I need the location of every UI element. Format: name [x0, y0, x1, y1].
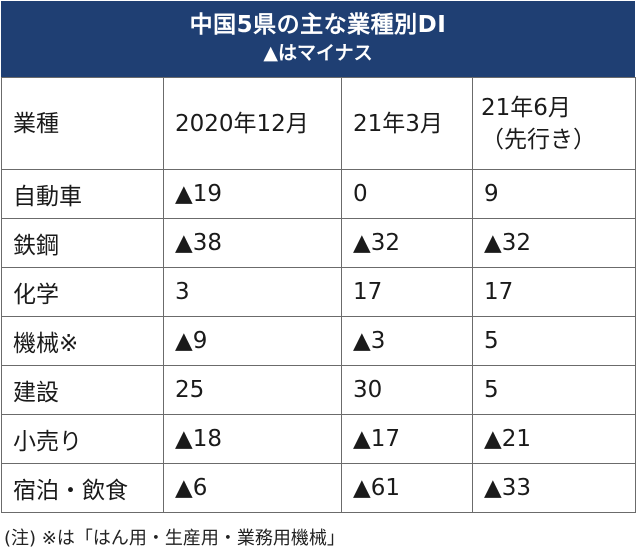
value-cell: 3: [163, 267, 342, 317]
value-cell: ▲38: [163, 218, 342, 268]
value-cell: 5: [472, 316, 636, 366]
table-title: 中国5県の主な業種別DI: [189, 12, 447, 38]
industry-cell: 自動車: [1, 169, 164, 219]
value-cell: ▲61: [341, 463, 473, 513]
table-row: 鉄鋼 ▲38 ▲32 ▲32: [1, 218, 636, 268]
table-row: 化学 3 17 17: [1, 267, 636, 317]
value-cell: ▲3: [341, 316, 473, 366]
value-cell: 9: [472, 169, 636, 219]
table-subtitle: ▲はマイナス: [263, 42, 373, 64]
table-row: 小売り ▲18 ▲17 ▲21: [1, 414, 636, 464]
column-header-industry-label: 業種: [13, 110, 59, 137]
value-cell: 5: [472, 365, 636, 415]
value-cell: 30: [341, 365, 473, 415]
value-cell: 0: [341, 169, 473, 219]
table-header-row: 業種 2020年12月 21年3月 21年6月 （先行き）: [1, 77, 636, 170]
column-header-2020-12: 2020年12月: [163, 77, 342, 170]
value-cell: ▲32: [341, 218, 473, 268]
table-header-banner: 中国5県の主な業種別DI ▲はマイナス: [1, 1, 635, 77]
di-table-body: 業種 2020年12月 21年3月 21年6月 （先行き） 自動車 ▲19 0 9 鉄鋼…: [1, 77, 636, 513]
industry-cell: 建設: [1, 365, 164, 415]
value-cell: ▲32: [472, 218, 636, 268]
industry-cell: 小売り: [1, 414, 164, 464]
table-row: 自動車 ▲19 0 9: [1, 169, 636, 219]
value-cell: ▲18: [163, 414, 342, 464]
value-cell: ▲17: [341, 414, 473, 464]
industry-cell: 化学: [1, 267, 164, 317]
industry-cell: 宿泊・飲食: [1, 463, 164, 513]
di-table: 業種 2020年12月 21年3月 21年6月 （先行き） 自動車 ▲19 0 9 鉄鋼…: [1, 77, 636, 513]
value-cell: 17: [341, 267, 473, 317]
industry-cell: 機械※: [1, 316, 164, 366]
column-header-2021-03: 21年3月: [341, 77, 473, 170]
column-header-industry: 業種: [1, 77, 164, 170]
value-cell: ▲21: [472, 414, 636, 464]
column-header-2021-06: 21年6月 （先行き）: [472, 77, 636, 170]
value-cell: 25: [163, 365, 342, 415]
value-cell: ▲33: [472, 463, 636, 513]
value-cell: 17: [472, 267, 636, 317]
column-header-2021-06-label: 21年6月: [481, 94, 571, 121]
column-header-2020-12-label: 2020年12月: [175, 110, 309, 137]
industry-cell: 鉄鋼: [1, 218, 164, 268]
value-cell: ▲19: [163, 169, 342, 219]
column-header-2021-03-label: 21年3月: [353, 110, 443, 137]
table-footnote: (注) ※は「はん用・生産用・業務用機械」: [4, 528, 345, 549]
column-header-2021-06-sublabel: （先行き）: [481, 126, 596, 153]
value-cell: ▲9: [163, 316, 342, 366]
table-row: 機械※ ▲9 ▲3 5: [1, 316, 636, 366]
value-cell: ▲6: [163, 463, 342, 513]
table-row: 建設 25 30 5: [1, 365, 636, 415]
table-row: 宿泊・飲食 ▲6 ▲61 ▲33: [1, 463, 636, 513]
